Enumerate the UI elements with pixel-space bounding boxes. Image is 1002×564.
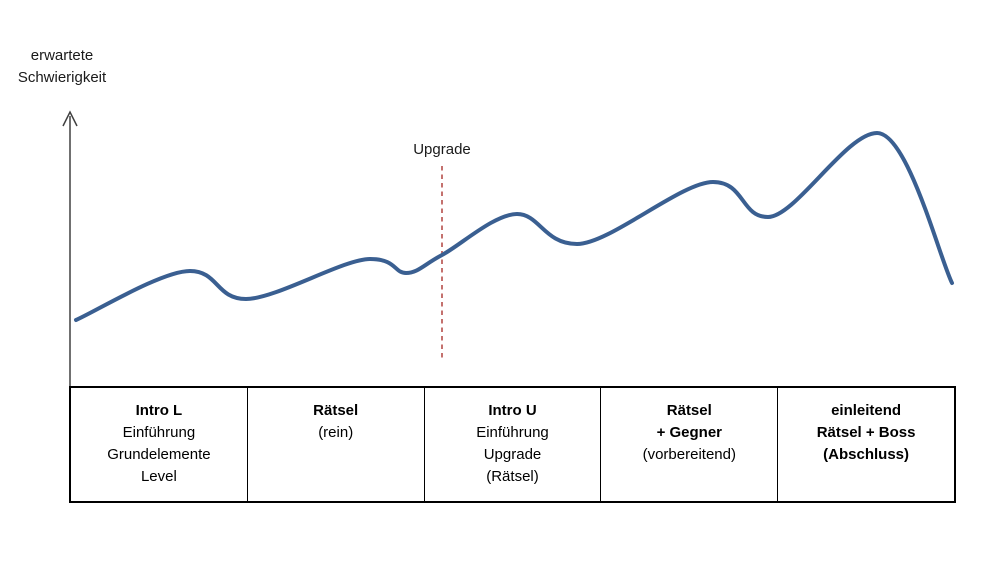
phase-line: Rätsel [666, 402, 712, 419]
y-axis-label-line2: Schwierigkeit [17, 69, 107, 86]
y-axis-label: erwartete Schwierigkeit [2, 45, 122, 89]
phase-line: Rätsel + Boss [816, 424, 916, 441]
phase-line: + Gegner [656, 424, 723, 441]
phase-line: Rätsel [313, 402, 359, 419]
phase-cell-5: einleitend Rätsel + Boss (Abschluss) [777, 388, 954, 501]
phase-line: einleitend [831, 402, 902, 419]
phase-line: (Rätsel) [486, 468, 539, 485]
phase-line: (vorbereitend) [642, 446, 736, 463]
y-axis-arrowhead [62, 110, 78, 127]
phase-line: (Abschluss) [823, 446, 910, 463]
phase-line: Einführung [122, 424, 196, 441]
phase-cell-4: Rätsel + Gegner (vorbereitend) [600, 388, 777, 501]
phase-line: Einführung [476, 424, 549, 441]
phase-table: Intro L Einführung Grundelemente Level Rätse… [69, 386, 956, 503]
phase-cell-2: Rätsel (rein) [246, 388, 424, 501]
difficulty-curve [74, 131, 954, 322]
upgrade-annotation-label: Upgrade [413, 141, 471, 158]
phase-line: Intro L [135, 402, 183, 419]
phase-cell-1: Intro L Einführung Grundelemente Level [71, 388, 247, 501]
y-axis-label-line1: erwartete [30, 47, 94, 64]
phase-line: Intro U [488, 402, 537, 419]
phase-line: Grundelemente [107, 446, 211, 463]
phase-line: (rein) [318, 424, 354, 441]
phase-line: Level [140, 468, 177, 485]
phase-cell-3: Intro U Einführung Upgrade (Rätsel) [423, 388, 601, 501]
phase-line: Upgrade [483, 446, 542, 463]
